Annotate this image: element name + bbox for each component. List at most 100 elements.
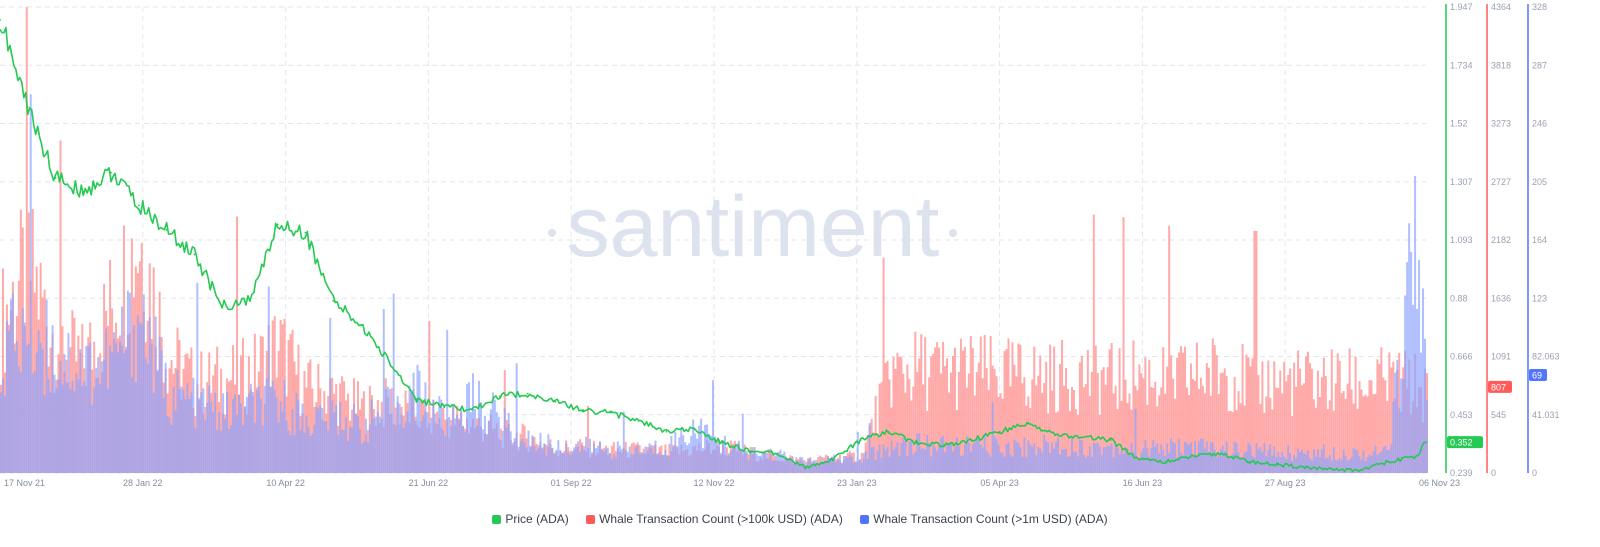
whale-1m-bar [0,392,2,473]
whale-100k-bar [1021,383,1024,473]
whale-100k-bar [1259,403,1262,473]
whale-1m-bar [238,394,240,473]
whale-1m-bar [360,443,363,473]
whale-100k-bar [1146,404,1149,473]
whale-1m-bar [1138,457,1141,473]
whale-100k-bar [1082,387,1085,473]
whale-1m-bar [1320,449,1323,473]
whale-100k-bar [1221,372,1224,473]
whale-1m-bar [170,425,173,473]
whale-1m-bar [178,389,181,473]
price-point [360,324,362,327]
whale-1m-bar [862,453,865,473]
whale-100k-bar [228,381,231,473]
whale-100k-bar [1013,364,1016,473]
whale-1m-bar [1241,457,1244,473]
whale-1m-bar [212,412,215,473]
whale-1m-bar [1285,459,1288,473]
whale-1m-bar [1318,457,1321,473]
whale-1m-bar [51,325,54,473]
whale-1m-bar [1324,458,1327,473]
whale-1m-bar [1114,444,1117,473]
whale-1m-bar [535,450,538,473]
whale-100k-bar [1316,370,1319,473]
whale-1m-bar [561,452,564,473]
whale-1m-bar [1253,458,1256,473]
whale-1m-bar [1197,440,1200,473]
price-point [415,398,418,400]
whale-1m-bar [1305,454,1307,473]
whale-1m-bar [717,439,720,473]
whale-1m-bar [234,394,237,473]
whale-1m-bar [327,430,330,473]
whale-1m-bar [900,443,903,473]
whale-100k-bar [896,352,899,473]
whale-100k-bar [1227,411,1230,473]
whale-1m-bar [634,447,637,473]
whale-1m-bar [35,352,38,473]
whale-1m-bar [704,424,707,473]
whale-100k-bar [1305,356,1307,473]
whale-1m-bar [741,413,744,473]
whale-1m-bar [1380,451,1383,473]
whale-1m-bar [1164,456,1167,473]
price-line [0,26,1427,473]
axis-tick-label-price: 0.453 [1450,410,1473,420]
whale-1m-bar [829,458,831,473]
whale-1m-bar [771,461,774,473]
whale-1m-bar [797,461,800,473]
whale-100k-bar [309,359,312,473]
whale-1m-bar [61,384,64,473]
whale-1m-bar [1422,288,1425,473]
whale-1m-bar [1182,455,1185,473]
whale-1m-bar [1420,352,1423,473]
whale-100k-bar [1080,355,1083,473]
whale-1m-bar [249,383,252,473]
whale-1m-bar [593,444,595,473]
whale-1m-bar [394,425,397,473]
whale-1m-bar [47,378,50,473]
whale-1m-bar [1338,457,1341,473]
whale-1m-bar [712,380,714,473]
whale-1m-bar [1221,445,1224,473]
whale-1m-bar [1110,443,1113,473]
price-point [721,441,723,444]
whale-1m-bar [247,393,250,473]
whale-1m-bar [1094,443,1097,473]
whale-1m-bar [547,434,550,473]
whale-1m-bar [620,449,623,473]
legend-item-whale-100k[interactable]: Whale Transaction Count (>100k USD) (ADA… [586,512,843,526]
whale-1m-bar [1346,460,1349,473]
whale-100k-bar [934,347,937,473]
legend-item-price[interactable]: Price (ADA) [492,512,569,526]
whale-1m-bar [1027,440,1030,473]
whale-1m-bar [575,446,578,473]
whale-1m-bar [77,379,80,473]
whale-100k-bar [362,391,365,473]
whale-1m-bar [1061,449,1064,473]
whale-1m-bar [612,454,615,473]
whale-1m-bar [493,399,496,473]
whale-1m-bar [1229,457,1232,473]
legend-label-whale-1m: Whale Transaction Count (>1m USD) (ADA) [873,511,1108,526]
whale-1m-bar [831,457,833,473]
whale-1m-bar [65,382,68,473]
whale-1m-bar [614,457,617,473]
whale-1m-bar [1172,442,1175,473]
whale-1m-bar [257,386,260,473]
whale-1m-bar [1128,453,1131,473]
watermark: santiment [567,179,940,275]
whale-1m-bar [126,290,129,473]
whale-1m-bar [616,441,619,473]
price-point [1387,460,1390,463]
whale-1m-bar [876,450,879,473]
price-point [1220,452,1223,455]
whale-1m-bar [569,454,572,473]
whale-1m-bar [1330,460,1333,473]
whale-100k-bar [852,452,855,473]
whale-1m-bar [1076,456,1079,473]
whale-1m-bar [836,457,839,473]
whale-1m-bar [263,386,266,473]
legend-item-whale-1m[interactable]: Whale Transaction Count (>1m USD) (ADA) [860,511,1108,526]
